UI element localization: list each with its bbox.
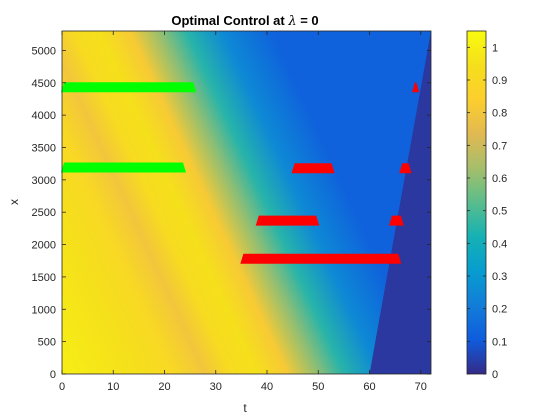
y-tick-label: 3500 [32, 142, 56, 154]
plot-frame [61, 30, 432, 375]
plot-axes: 0 10 20 30 40 50 60 70 0 500 1000 1500 2000 2500 3000 3… [32, 30, 432, 393]
heatmap-plot-area [62, 31, 431, 374]
colorbar-ramp [466, 30, 487, 375]
colorbar-tick-label: 0.6 [492, 173, 507, 185]
colorbar-tick-label: 0.2 [492, 304, 507, 316]
x-tick-label: 0 [59, 381, 65, 393]
red-segment [240, 253, 402, 264]
y-tick-label: 500 [38, 337, 56, 349]
green-segment [61, 162, 186, 173]
red-segment [412, 82, 420, 93]
x-tick-label: 70 [415, 381, 427, 393]
y-tick-label: 4500 [32, 78, 56, 90]
colorbar-tick-label: 0.7 [492, 140, 507, 152]
x-tick-label: 20 [158, 381, 170, 393]
x-tick-label: 50 [312, 381, 324, 393]
colorbar-tick-label: 0.9 [492, 75, 507, 87]
x-axis-label: t [243, 401, 247, 415]
y-tick-label: 2500 [32, 207, 56, 219]
y-tick-label: 1500 [32, 272, 56, 284]
red-segment [255, 215, 320, 226]
colorbar-tick-label: 0.4 [492, 238, 507, 250]
colorbar-tick-label: 1 [492, 42, 498, 54]
y-tick-label: 0 [50, 369, 56, 381]
chart-title-suffix: = 0 [297, 13, 319, 28]
y-tick-label: 2000 [32, 240, 56, 252]
x-tick-label: 60 [363, 381, 375, 393]
x-tick-label: 10 [107, 381, 119, 393]
chart-title-lambda: λ [287, 14, 296, 29]
y-tick-label: 1000 [32, 304, 56, 316]
x-tick-label: 40 [261, 381, 273, 393]
red-segment [389, 215, 404, 226]
colorbar-tick-label: 0.3 [492, 271, 507, 283]
colorbar-tick-label: 0.5 [492, 206, 507, 218]
chart-title-prefix: Optimal Control at [171, 13, 288, 28]
red-segment [291, 163, 335, 174]
y-tick-label: 4000 [32, 110, 56, 122]
chart-title: Optimal Control at λ = 0 [171, 13, 318, 29]
x-tick-label: 30 [210, 381, 222, 393]
heatmap-dark-region [369, 31, 431, 374]
red-segment [399, 163, 412, 174]
y-tick-label: 3000 [32, 175, 56, 187]
y-tick-label: 5000 [32, 45, 56, 57]
colorbar-tick-label: 0.1 [492, 336, 507, 348]
colorbar: 0 0.1 0.2 0.3 0.4 0.5 0.6 0.7 0.8 0.9 1 [466, 30, 507, 381]
colorbar-tick-label: 0.8 [492, 108, 507, 120]
colorbar-tick-label: 0 [492, 369, 498, 381]
y-axis-label: x [7, 199, 21, 205]
green-segment [61, 82, 197, 93]
control-segments [61, 82, 420, 264]
